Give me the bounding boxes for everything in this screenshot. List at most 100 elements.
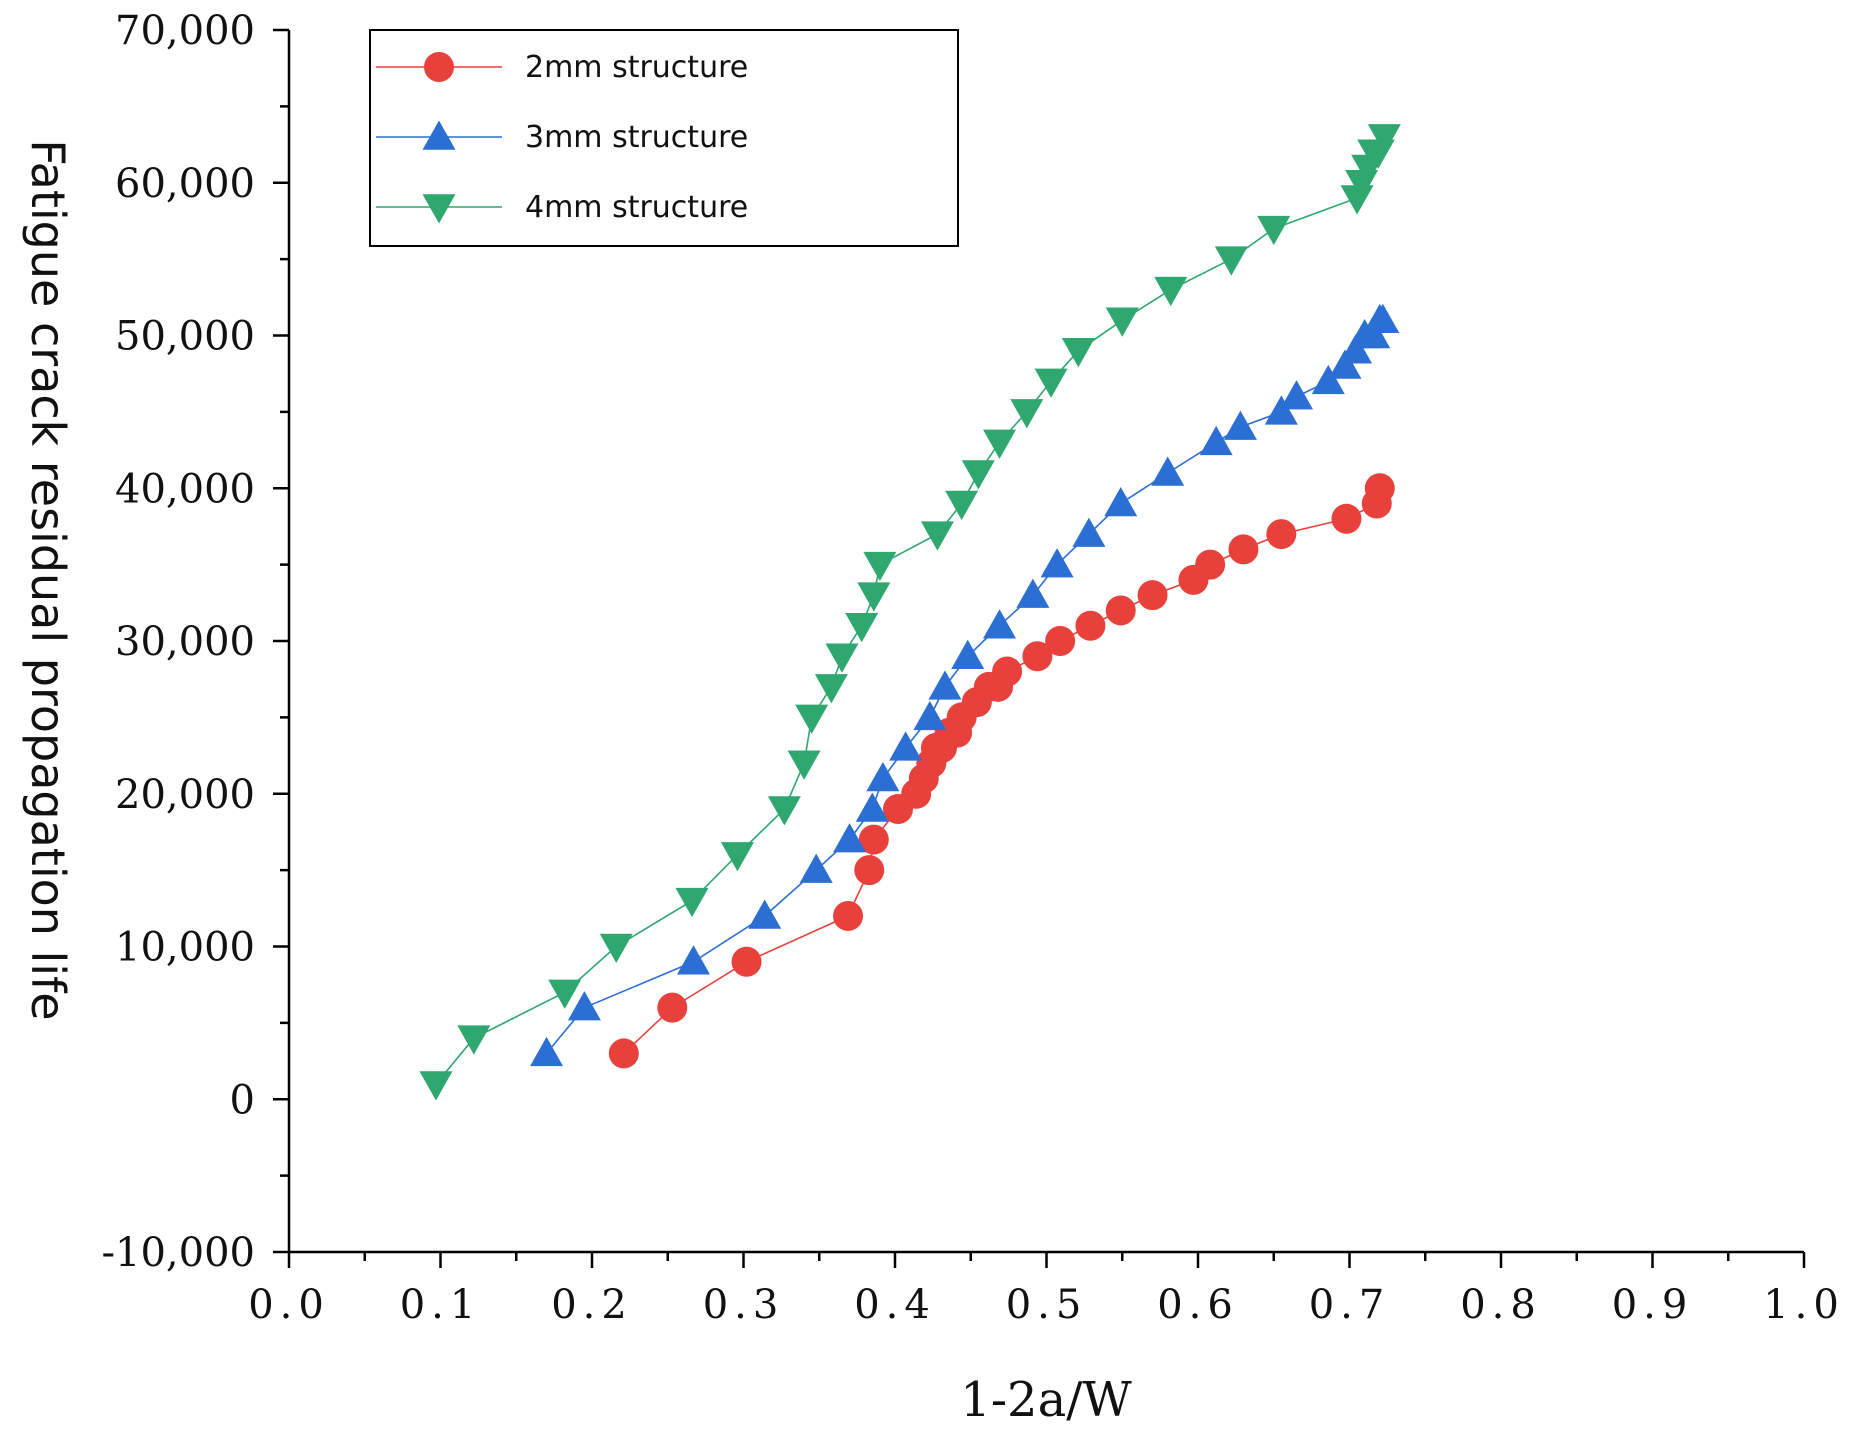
y-ticks: -10,000 0 10,000 20,000 30,000 40,000 50,000 60…: [102, 8, 289, 1276]
data-point: [1061, 338, 1095, 368]
data-point: [913, 700, 947, 731]
data-point: [1311, 364, 1345, 395]
data-point: [1264, 395, 1298, 425]
data-point: [951, 639, 985, 670]
x-tick-label: 0.8: [1460, 1282, 1542, 1328]
data-point: [1072, 517, 1106, 547]
legend: 2mm structure 3mm structure 4mm structure: [369, 29, 959, 247]
data-point: [1016, 578, 1050, 608]
data-point: [767, 796, 801, 826]
data-point: [799, 853, 833, 883]
data-point: [1154, 276, 1188, 307]
data-point: [1137, 580, 1168, 611]
legend-marker: [422, 120, 456, 150]
data-point: [825, 643, 859, 673]
data-point: [677, 945, 711, 975]
data-point: [1364, 473, 1395, 504]
legend-label: 4mm structure: [525, 190, 748, 225]
data-point: [731, 946, 762, 977]
x-ticks: 0.0 0.1 0.2 0.3 0.4 0.5 0.6 0.7 0.8 0.9 1.0: [248, 1252, 1839, 1328]
data-point: [833, 823, 867, 853]
x-tick-label: 0.1: [400, 1282, 482, 1328]
data-point: [748, 899, 782, 929]
data-point: [1357, 319, 1391, 349]
data-point: [457, 1025, 491, 1055]
y-tick-label: 20,000: [115, 772, 255, 818]
data-point: [863, 551, 897, 582]
y-tick-label: 30,000: [115, 619, 255, 665]
data-point: [961, 460, 995, 490]
data-point: [1022, 641, 1053, 672]
data-point: [530, 1036, 564, 1067]
data-point: [854, 855, 885, 886]
data-point: [833, 900, 864, 931]
data-point: [1266, 519, 1297, 550]
data-point: [845, 612, 879, 643]
x-tick-label: 0.9: [1612, 1282, 1694, 1328]
data-point: [1228, 534, 1259, 565]
data-point: [1045, 626, 1076, 656]
series-line: [545, 319, 1383, 1054]
data-point: [1040, 548, 1074, 578]
data-point: [675, 887, 709, 918]
data-point: [1223, 410, 1257, 440]
data-point: [928, 670, 962, 700]
data-point: [1199, 425, 1233, 456]
data-point: [889, 731, 923, 761]
data-point: [787, 750, 821, 780]
data-point: [1328, 349, 1362, 379]
data-point: [1279, 380, 1313, 410]
data-point: [1195, 549, 1226, 580]
data-point: [983, 429, 1017, 459]
data-point: [1105, 307, 1139, 337]
data-point: [1366, 303, 1400, 333]
data-point: [567, 991, 601, 1021]
data-point: [1151, 456, 1185, 486]
series-line: [435, 136, 1386, 1085]
data-point: [945, 490, 979, 521]
legend-items: 2mm structure 3mm structure 4mm structure: [376, 50, 748, 225]
x-tick-label: 0.0: [248, 1282, 330, 1328]
data-point: [795, 704, 829, 734]
series-3: [419, 124, 1401, 1101]
series-2: [530, 303, 1400, 1067]
data-point: [608, 1038, 639, 1069]
data-point: [1104, 487, 1138, 517]
legend-label: 3mm structure: [525, 120, 748, 155]
data-point: [1367, 124, 1401, 154]
legend-box: [369, 29, 959, 247]
data-point: [599, 933, 633, 963]
x-tick-label: 0.2: [551, 1282, 633, 1328]
y-tick-label: 10,000: [115, 925, 255, 971]
y-tick-label: 40,000: [115, 466, 255, 512]
data-point: [1105, 595, 1136, 626]
series-layer: [419, 124, 1401, 1101]
x-tick-label: 0.7: [1309, 1282, 1391, 1328]
x-tick-label: 0.5: [1006, 1282, 1088, 1328]
legend-marker: [424, 52, 454, 82]
y-tick-label: 60,000: [115, 161, 255, 207]
y-axis-label: Fatigue crack residual propagation life: [21, 139, 75, 1020]
data-point: [855, 792, 889, 822]
data-point: [419, 1071, 453, 1101]
y-tick-label: -10,000: [102, 1230, 255, 1276]
x-tick-label: 0.4: [854, 1282, 936, 1328]
data-point: [866, 761, 900, 792]
data-point: [1339, 334, 1373, 364]
data-point: [1010, 399, 1044, 429]
x-tick-label: 0.6: [1157, 1282, 1239, 1328]
data-point: [1331, 503, 1362, 534]
data-point: [548, 979, 582, 1009]
y-tick-label: 0: [230, 1077, 255, 1123]
data-point: [992, 656, 1023, 687]
legend-item: 4mm structure: [376, 190, 748, 225]
data-point: [983, 609, 1017, 639]
data-point: [1257, 215, 1291, 246]
data-point: [1214, 246, 1248, 276]
legend-item: 2mm structure: [376, 50, 748, 85]
data-point: [720, 842, 754, 872]
legend-item: 3mm structure: [376, 120, 748, 155]
series-1: [608, 473, 1395, 1069]
data-point: [1075, 610, 1106, 641]
